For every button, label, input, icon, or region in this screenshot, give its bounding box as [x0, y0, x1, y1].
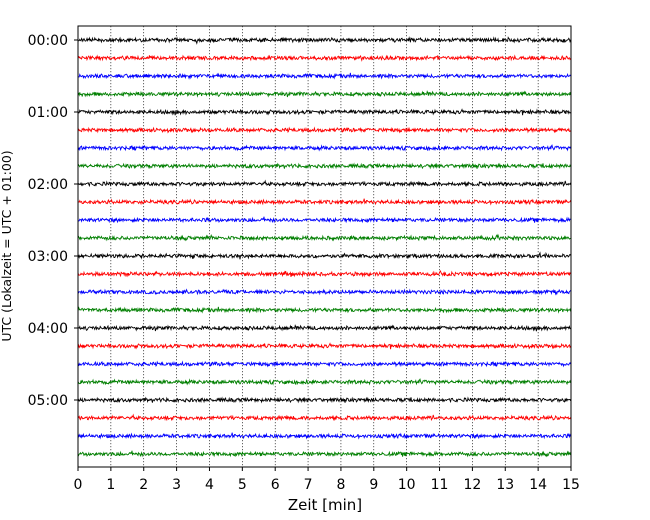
trace-line: [77, 360, 572, 368]
x-tick-label: 10: [398, 477, 416, 493]
x-tick-label: 5: [238, 477, 247, 493]
x-tick-label: 12: [463, 477, 481, 493]
y-tick-label: 05:00: [28, 393, 68, 409]
y-tick-label: 03:00: [28, 249, 68, 265]
trace-line: [77, 144, 572, 152]
y-tick-label: 01:00: [28, 105, 68, 121]
trace-line: [77, 378, 572, 386]
trace-line: [77, 342, 572, 350]
x-axis-label: Zeit [min]: [288, 496, 362, 514]
x-tick-label: 9: [369, 477, 378, 493]
trace-line: [77, 54, 571, 62]
trace-line: [77, 324, 571, 332]
trace-line: [77, 413, 572, 422]
trace-line: [77, 450, 572, 458]
trace-line: [77, 162, 572, 170]
x-tick-label: 7: [304, 477, 313, 493]
trace-line: [77, 179, 572, 188]
x-tick-label: 1: [106, 477, 115, 493]
x-tick-label: 8: [336, 477, 345, 493]
seismogram-traces: [77, 36, 572, 458]
trace-line: [77, 396, 572, 404]
x-tick-label: 0: [74, 477, 83, 493]
y-axis-label: UTC (Lokalzeit = UTC + 01:00): [0, 150, 14, 341]
x-tick-label: 3: [172, 477, 181, 493]
trace-line: [77, 270, 571, 278]
trace-line: [77, 108, 571, 116]
trace-line: [77, 216, 571, 224]
trace-line: [77, 288, 571, 296]
x-tick-label: 13: [496, 477, 514, 493]
x-tick-label: 2: [139, 477, 148, 493]
y-tick-label: 04:00: [28, 321, 68, 337]
y-tick-label: 00:00: [28, 33, 68, 49]
plot-frame: [77, 25, 572, 468]
x-tick-label: 11: [431, 477, 449, 493]
trace-line: [77, 90, 572, 98]
trace-line: [77, 432, 572, 440]
y-axis-ticks: 00:00 01:00 02:00 03:00 04:00 05:00: [28, 33, 78, 409]
trace-line: [77, 306, 572, 314]
x-tick-label: 4: [205, 477, 214, 493]
x-axis-ticks: 0 1 2 3 4 5 6 7 8 9 10 11 12 13 14 15: [74, 467, 580, 493]
trace-line: [77, 251, 571, 260]
x-tick-label: 14: [529, 477, 547, 493]
x-tick-label: 15: [562, 477, 580, 493]
trace-line: [77, 36, 572, 45]
trace-line: [77, 233, 571, 242]
trace-line: [77, 72, 571, 80]
trace-line: [77, 198, 572, 206]
x-tick-label: 6: [271, 477, 280, 493]
trace-line: [77, 126, 571, 134]
y-tick-label: 02:00: [28, 177, 68, 193]
